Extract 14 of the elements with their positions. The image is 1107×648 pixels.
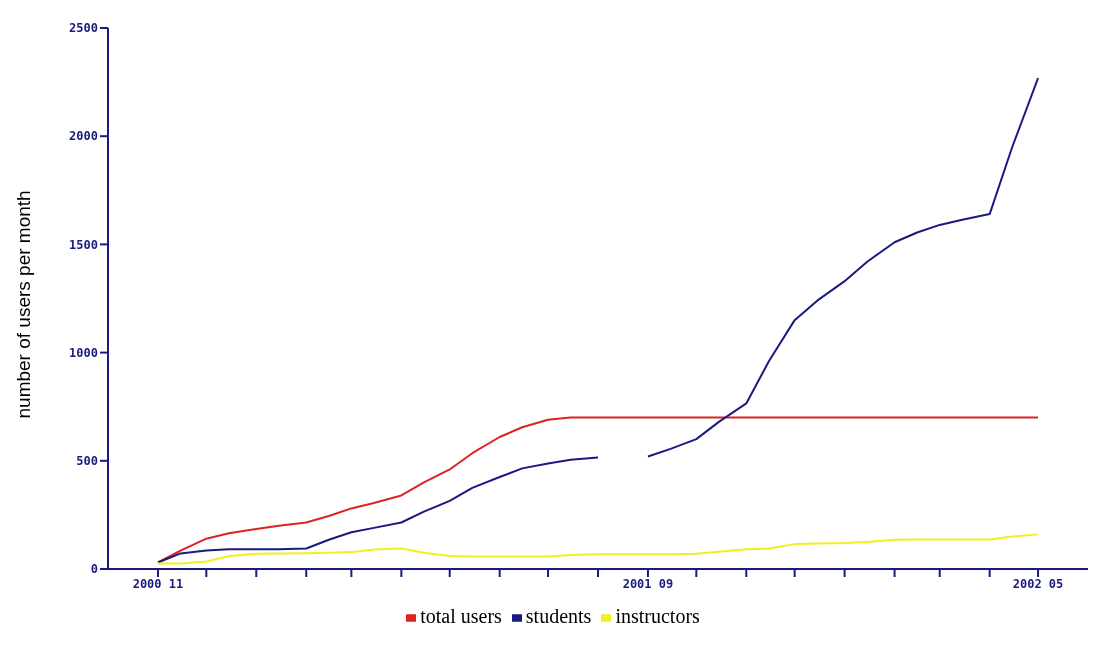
x-tick-label: 2000 11 <box>132 576 184 591</box>
x-tick-label: 2002 05 <box>1012 576 1064 591</box>
y-tick-label: 1500 <box>69 237 98 252</box>
line-series <box>156 533 1040 565</box>
x-tick-label: 2001 09 <box>622 576 674 591</box>
legend-label: total users <box>420 605 502 627</box>
y-tick-label: 0 <box>90 562 98 577</box>
y-axis-title: number of users per month <box>12 190 34 419</box>
legend-label: students <box>525 605 592 627</box>
y-tick-label: 2000 <box>69 129 98 144</box>
y-tick-label: 1000 <box>69 345 98 360</box>
y-tick-label: 500 <box>76 454 98 469</box>
y-tick-label: 2500 <box>69 21 98 36</box>
legend-label: instructors <box>615 605 700 627</box>
